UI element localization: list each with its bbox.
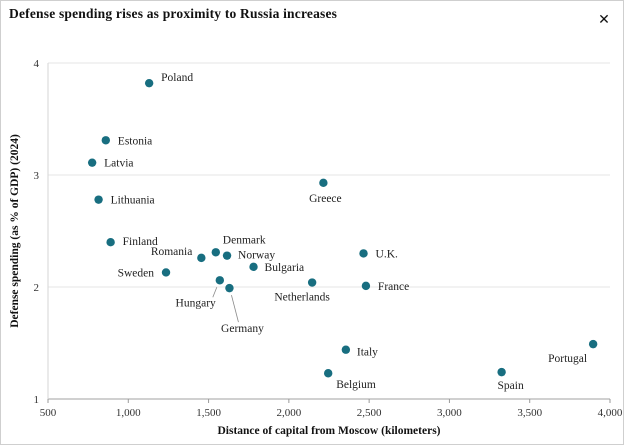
data-point-label: U.K. [376,248,398,260]
data-point-label: Norway [238,250,275,262]
y-tick-label: 4 [34,58,40,70]
data-point [307,278,317,287]
data-point-label: Germany [221,323,264,335]
leader-line [212,287,218,298]
y-tick-label: 3 [34,170,40,182]
x-axis-title: Distance of capital from Moscow (kilomet… [217,425,441,437]
x-tick-label: 500 [40,407,57,419]
data-point-label: Spain [498,380,524,392]
data-point [87,158,97,167]
data-point [161,268,171,277]
data-point-label: Latvia [104,158,133,170]
data-point-label: Belgium [336,379,376,391]
x-tick-label: 3,500 [517,407,542,419]
data-point [588,339,598,349]
x-tick-label: 2,000 [276,407,301,419]
data-point [106,238,115,247]
data-point-label: Poland [161,72,193,84]
data-point [211,248,220,257]
data-point [225,283,234,293]
data-point [94,195,103,204]
y-tick-label: 1 [34,394,40,406]
data-point [361,281,371,291]
data-point [359,249,368,258]
x-tick-label: 1,000 [116,407,141,419]
data-point [319,178,328,188]
close-icon[interactable]: ✕ [598,12,610,28]
data-point-label: Bulgaria [265,262,305,274]
data-point-label: Estonia [118,135,153,147]
x-tick-label: 4,000 [598,407,623,419]
data-point [497,367,506,377]
data-point [323,369,333,378]
data-point-label: Italy [357,347,378,359]
data-point [215,276,225,285]
data-point-label: Sweden [118,267,155,279]
x-tick-label: 1,500 [196,407,221,419]
data-point [222,251,232,260]
data-point [197,253,206,263]
data-point-label: Greece [309,193,342,205]
data-point [101,136,111,145]
data-point-label: Denmark [223,234,266,246]
y-tick-label: 2 [34,282,40,294]
data-point-label: Finland [123,236,158,248]
leader-line [231,295,239,323]
data-point-label: Netherlands [274,292,330,304]
data-point-label: Hungary [176,297,216,309]
x-tick-label: 3,000 [437,407,462,419]
data-point [249,262,258,272]
data-point [341,345,351,354]
data-point-label: France [378,281,409,293]
data-point-label: Lithuania [111,195,155,207]
y-axis-title: Defense spending (as % of GDP) (2024) [9,134,21,328]
data-point-label: Romania [151,246,193,258]
data-point [144,78,154,88]
x-tick-label: 2,500 [357,407,382,419]
data-point-label: Portugal [548,353,587,365]
chart-title: Defense spending rises as proximity to R… [9,6,338,21]
